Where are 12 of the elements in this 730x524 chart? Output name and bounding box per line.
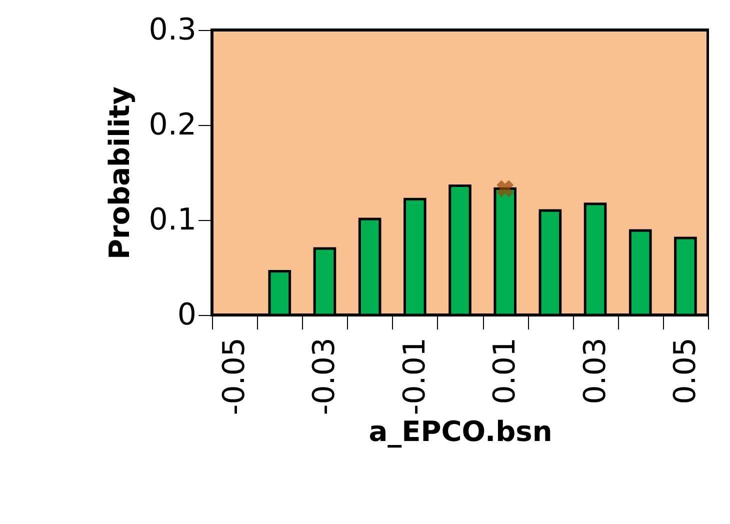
x-tick-label: -0.05	[217, 338, 252, 416]
x-axis-title: a_EPCO.bsn	[368, 415, 552, 448]
x-tick-label: 0.03	[578, 338, 613, 404]
x-tick-label: -0.01	[397, 338, 432, 416]
y-tick-label: 0.1	[148, 202, 196, 238]
x-tick-label: 0.01	[488, 338, 523, 404]
y-axis-title: Probability	[102, 86, 136, 260]
x-tick-label: 0.05	[668, 338, 703, 404]
y-tick-label: 0.3	[148, 12, 196, 48]
x-tick-label: -0.03	[307, 338, 342, 416]
y-tick-label: 0.2	[148, 108, 196, 142]
y-tick-label: 0	[177, 298, 196, 332]
